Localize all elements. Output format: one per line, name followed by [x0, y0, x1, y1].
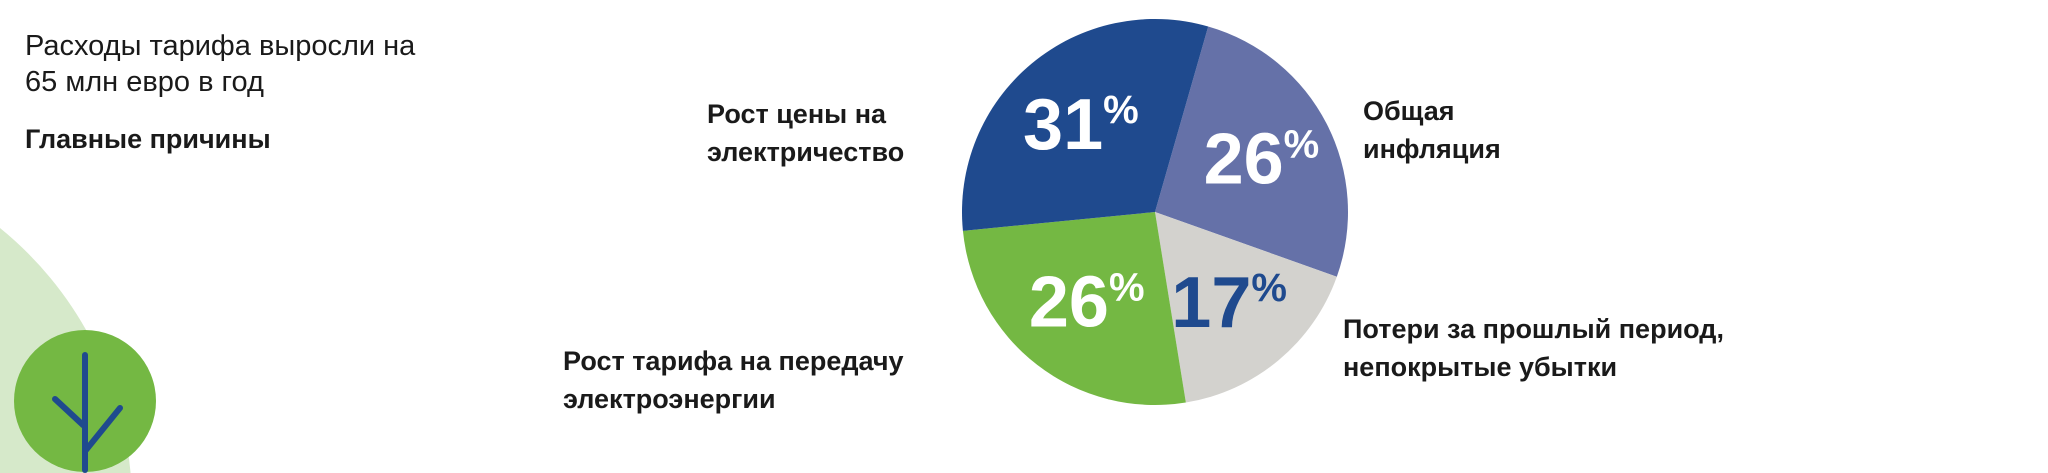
tree-icon — [14, 330, 156, 473]
label-line: Рост цены на — [707, 99, 887, 129]
label-inflation: Общая инфляция — [1363, 92, 1501, 168]
label-line: инфляция — [1363, 134, 1501, 164]
label-line: непокрытые убытки — [1343, 352, 1618, 382]
pie-slice — [962, 212, 1186, 405]
label-electricity-price: Рост цены на электричество — [707, 95, 904, 171]
pie-value-label: 31% — [1023, 85, 1139, 165]
label-line: Рост тарифа на передачу — [563, 346, 904, 376]
label-line: электроэнергии — [563, 384, 776, 414]
label-losses: Потери за прошлый период, непокрытые убы… — [1343, 310, 1724, 386]
intro-line-1: Расходы тарифа выросли на — [25, 30, 416, 62]
pie-slice — [1155, 26, 1349, 277]
label-line: электричество — [707, 137, 905, 167]
intro-line-2: 65 млн евро в год — [25, 66, 264, 98]
label-transmission-tariff: Рост тарифа на передачу электроэнергии — [563, 342, 904, 418]
pie-value-label: 17% — [1171, 263, 1287, 343]
label-line: Потери за прошлый период, — [1343, 314, 1724, 344]
pie-slice — [1155, 212, 1337, 403]
pie-slice — [961, 19, 1209, 231]
pie-value-label: 26% — [1204, 119, 1320, 199]
intro-text: Расходы тарифа выросли на 65 млн евро в … — [25, 28, 415, 100]
label-line: Общая — [1363, 96, 1455, 126]
pie-value-label: 26% — [1029, 263, 1145, 343]
subtitle: Главные причины — [25, 124, 271, 154]
